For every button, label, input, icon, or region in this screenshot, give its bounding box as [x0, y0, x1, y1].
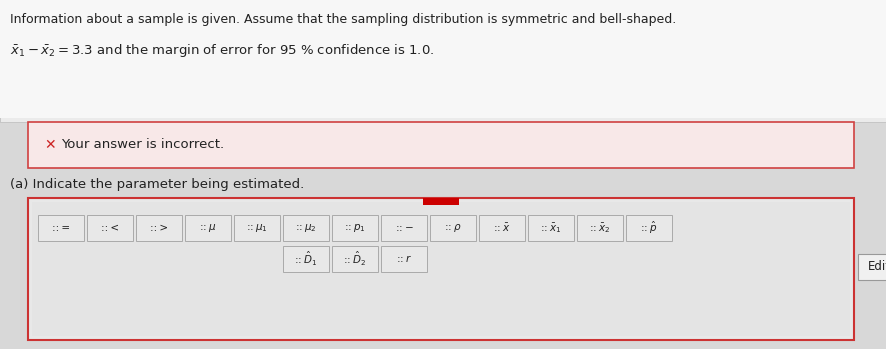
Bar: [331, 215, 377, 241]
Text: (a) Indicate the parameter being estimated.: (a) Indicate the parameter being estimat…: [10, 178, 304, 191]
Text: :: $p_1$: :: $p_1$: [344, 222, 365, 234]
Bar: [0, 0, 886, 118]
Text: Information about a sample is given. Assume that the sampling distribution is sy: Information about a sample is given. Ass…: [10, 13, 675, 26]
Text: :: $-$: :: $-$: [394, 223, 413, 233]
Text: :: >: :: >: [150, 223, 167, 233]
Text: ✕: ✕: [44, 138, 56, 152]
Bar: [381, 246, 426, 272]
Bar: [234, 215, 280, 241]
Text: :: $\bar{x}_1$: :: $\bar{x}_1$: [540, 221, 561, 235]
Text: :: $\hat{D}_2$: :: $\hat{D}_2$: [343, 250, 366, 268]
Bar: [38, 215, 84, 241]
Text: :: =: :: =: [52, 223, 70, 233]
Text: :: <: :: <: [101, 223, 119, 233]
Bar: [28, 122, 853, 168]
Bar: [283, 246, 329, 272]
Text: :: $\rho$: :: $\rho$: [444, 222, 462, 234]
Bar: [28, 198, 853, 340]
Bar: [527, 215, 573, 241]
Bar: [577, 215, 622, 241]
Bar: [423, 198, 458, 205]
Bar: [0, 0, 886, 122]
Text: Your answer is incorrect.: Your answer is incorrect.: [61, 139, 224, 151]
Bar: [478, 215, 525, 241]
Bar: [857, 254, 886, 280]
Bar: [87, 215, 133, 241]
Bar: [430, 215, 476, 241]
Text: :: $\hat{p}$: :: $\hat{p}$: [640, 220, 657, 236]
Bar: [626, 215, 672, 241]
Text: :: $r$: :: $r$: [396, 253, 411, 265]
Bar: [136, 215, 182, 241]
Text: :: $\bar{x}_2$: :: $\bar{x}_2$: [589, 221, 610, 235]
Text: :: $\mu$: :: $\mu$: [199, 222, 216, 234]
Text: Edit: Edit: [867, 260, 886, 274]
Text: :: $\hat{D}_1$: :: $\hat{D}_1$: [294, 250, 317, 268]
Bar: [185, 215, 230, 241]
Bar: [32, 202, 849, 336]
Text: :: $\mu_1$: :: $\mu_1$: [246, 222, 268, 234]
Text: $\bar{x}_1 - \bar{x}_2 = 3.3$ and the margin of error for 95 % confidence is 1.0: $\bar{x}_1 - \bar{x}_2 = 3.3$ and the ma…: [10, 42, 434, 59]
Bar: [381, 215, 426, 241]
Bar: [283, 215, 329, 241]
Text: :: $\bar{x}$: :: $\bar{x}$: [493, 222, 510, 234]
Text: :: $\mu_2$: :: $\mu_2$: [295, 222, 316, 234]
Bar: [331, 246, 377, 272]
